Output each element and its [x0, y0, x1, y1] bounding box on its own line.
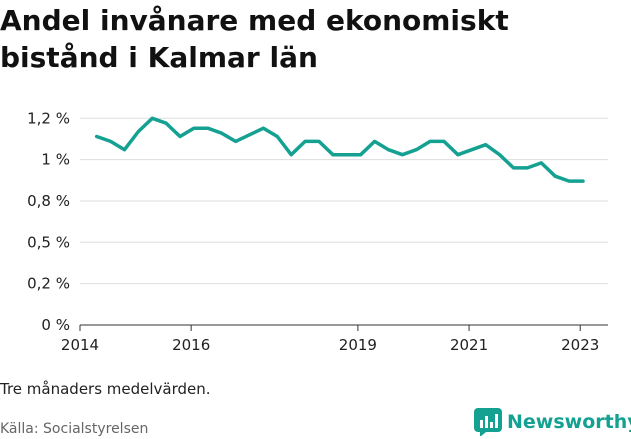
x-tick-label: 2019 — [339, 336, 377, 354]
x-tick-label: 2016 — [172, 336, 210, 354]
chart-note: Tre månaders medelvärden. — [0, 380, 211, 398]
chart-title: Andel invånare med ekonomiskt bistånd i … — [0, 4, 509, 74]
brand-name: Newsworthy — [507, 411, 631, 433]
y-tick-label: 0,2 % — [27, 275, 70, 293]
gridlines — [80, 117, 608, 285]
x-tick-label: 2014 — [61, 336, 99, 354]
y-tick-label: 1,2 % — [27, 109, 70, 127]
chart-source: Källa: Socialstyrelsen — [0, 421, 149, 437]
newsworthy-logo: Newsworthy — [474, 408, 631, 436]
x-axis: 2014 2016 2019 2021 2023 — [61, 324, 608, 354]
bar-chart-icon — [474, 408, 502, 436]
x-tick-label: 2021 — [450, 336, 488, 354]
y-tick-label: 0,5 % — [27, 233, 70, 251]
y-axis-ticks: 0 % 0,2 % 0,5 % 0,8 % 1 % 1,2 % — [27, 109, 70, 334]
series-line — [94, 116, 585, 183]
y-tick-label: 1 % — [41, 151, 70, 169]
y-tick-label: 0,8 % — [27, 192, 70, 210]
x-tick-label: 2023 — [561, 336, 599, 354]
line-chart: 0 %0,2 %0,5 %0,8 %1 %1,2 % 2014 2016 2019 2… — [27, 109, 608, 354]
y-tick-label: 0 % — [41, 316, 70, 334]
series-layer — [94, 116, 585, 183]
